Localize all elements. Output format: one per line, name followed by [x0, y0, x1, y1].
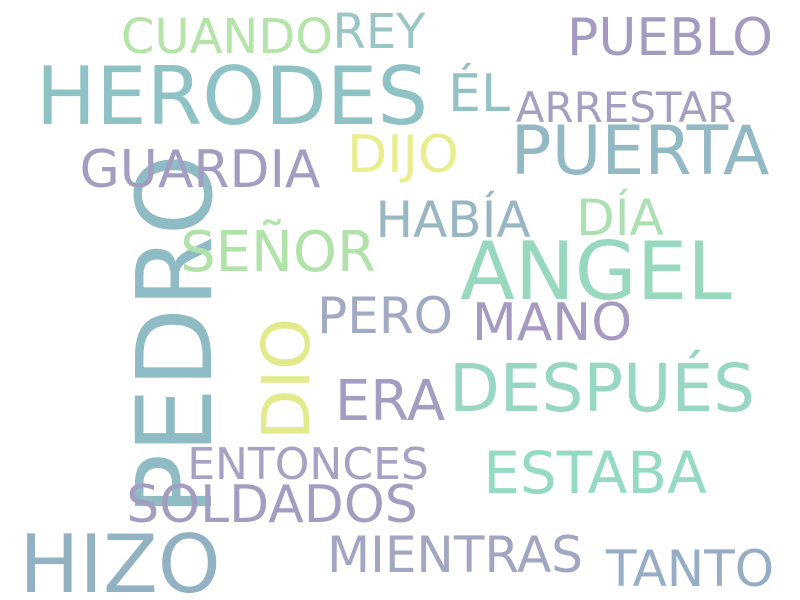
word-rey: REY [332, 4, 426, 60]
word-entonces: ENTONCES [187, 439, 429, 490]
word-era: ERA [334, 369, 446, 434]
word-angel: ANGEL [460, 225, 732, 318]
word-arrestar: ARRESTAR [515, 83, 737, 132]
word-mientras: MIENTRAS [326, 526, 584, 584]
word-dijo: DIJO [347, 125, 459, 185]
word-senor: SEÑOR [180, 220, 376, 285]
word-pero: PERO [317, 287, 453, 345]
word-despues: DESPUÉS [448, 350, 756, 427]
word-habia: HABÍA [375, 191, 531, 249]
word-dia: DÍA [576, 189, 664, 247]
word-dio: DIO [248, 317, 325, 441]
word-puerta: PUERTA [510, 112, 770, 191]
word-cuando: CUANDO [120, 9, 334, 65]
word-pueblo: PUEBLO [567, 8, 773, 68]
word-guardia: GUARDIA [79, 140, 321, 200]
word-estaba: ESTABA [483, 439, 707, 507]
word-el: ÉL [448, 64, 510, 124]
word-hizo: HIZO [19, 518, 221, 600]
word-soldados: SOLDADOS [126, 475, 418, 535]
word-herodes: HERODES [35, 50, 429, 143]
word-mano: MANO [471, 293, 633, 353]
word-tanto: TANTO [605, 540, 775, 598]
